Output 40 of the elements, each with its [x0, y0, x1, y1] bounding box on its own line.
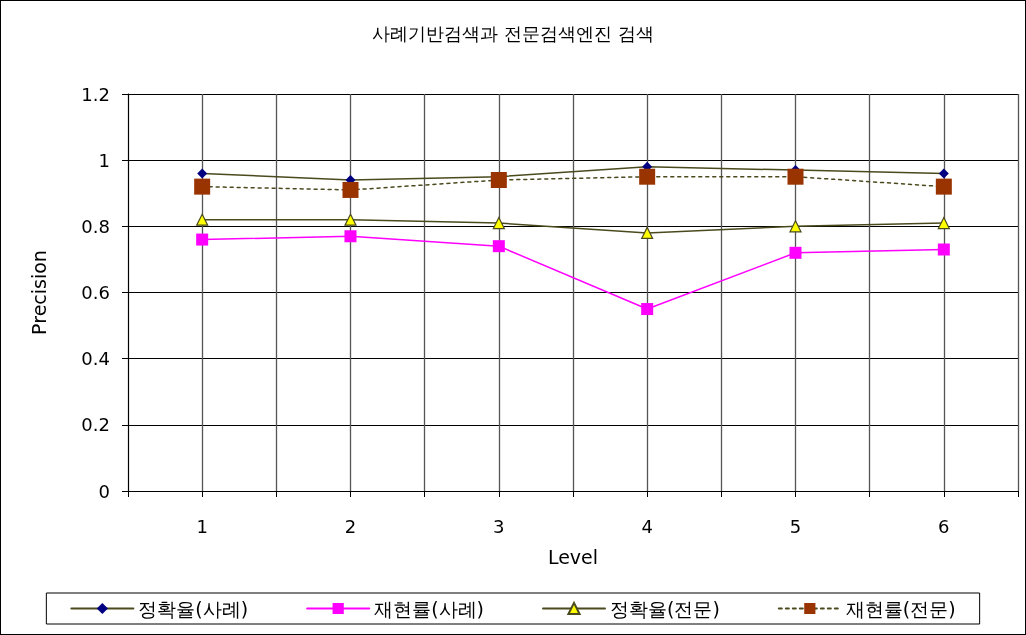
y-tick-label: 1.2 — [81, 83, 110, 105]
y-tick-label: 0.6 — [81, 282, 110, 303]
x-tick-label: 1 — [196, 515, 208, 537]
y-tick-label: 0.4 — [81, 348, 110, 370]
point — [641, 226, 654, 240]
y-tick-label: 1 — [98, 149, 110, 171]
point — [639, 168, 656, 185]
point — [490, 172, 507, 189]
point — [937, 216, 950, 230]
x-tick-label: 4 — [641, 515, 653, 537]
point — [194, 178, 211, 195]
y-tick-label: 0.2 — [81, 414, 110, 436]
point — [787, 168, 804, 185]
legend-label: 정확율(사례) — [138, 597, 249, 620]
point — [492, 216, 505, 230]
chart-title: 사례기반검색과 전문검색엔진 검색 — [372, 22, 654, 44]
point — [196, 213, 209, 226]
y-tick-label: 0.8 — [81, 215, 110, 237]
point — [342, 181, 359, 198]
point — [938, 168, 949, 179]
point — [344, 230, 357, 243]
point — [492, 240, 505, 253]
point — [789, 220, 802, 233]
x-axis-title: Level — [547, 545, 599, 568]
point — [937, 243, 950, 256]
point — [344, 213, 357, 226]
x-tick-label: 3 — [493, 515, 505, 537]
legend-label: 재현률(사례) — [374, 597, 484, 620]
point — [935, 178, 952, 195]
x-tick-label: 6 — [938, 515, 950, 537]
legend-label: 정확율(전문) — [610, 597, 720, 620]
y-axis-title: Precision — [27, 250, 50, 335]
y-tick-label: 0 — [98, 480, 110, 502]
x-tick-label: 2 — [344, 515, 357, 537]
point — [196, 233, 209, 246]
point — [641, 303, 654, 316]
point — [789, 246, 802, 259]
legend-label: 재현률(전문) — [845, 597, 956, 620]
x-tick-label: 5 — [789, 515, 802, 537]
point — [197, 168, 208, 179]
